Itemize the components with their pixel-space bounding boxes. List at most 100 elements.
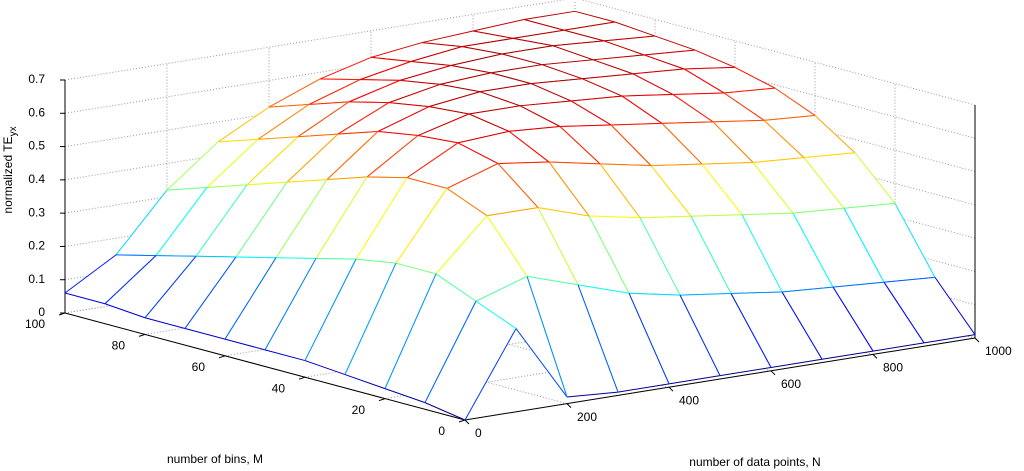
mesh-edge	[308, 79, 361, 105]
mesh-edge	[570, 100, 612, 126]
mesh-edge	[661, 121, 714, 124]
face	[338, 102, 429, 135]
mesh-edge	[257, 136, 299, 140]
mesh-edge	[315, 176, 368, 259]
mesh-edge	[370, 56, 412, 62]
mesh-edge	[643, 49, 696, 56]
mesh-edge	[843, 208, 885, 283]
mesh-edge	[410, 60, 452, 67]
x-tick-label: 0	[475, 426, 482, 440]
mesh-edge	[537, 207, 579, 286]
face	[320, 57, 411, 80]
mesh-edge	[246, 136, 299, 186]
mesh-edge	[730, 293, 772, 368]
mesh-edge	[610, 122, 663, 126]
face	[713, 120, 804, 163]
mesh-edge	[337, 102, 390, 135]
mesh-edge	[275, 257, 317, 259]
tick-mark	[58, 312, 66, 316]
face	[462, 38, 553, 54]
mesh-edge	[246, 181, 288, 186]
mesh-edge	[770, 358, 823, 368]
mesh-edge	[304, 360, 346, 376]
mesh-edge	[275, 179, 328, 259]
mesh-edge	[672, 94, 714, 123]
face	[247, 134, 338, 185]
mesh-edge	[588, 215, 641, 219]
mesh-edge	[184, 327, 226, 340]
face	[305, 259, 396, 375]
tick-mark	[138, 333, 146, 337]
mesh-edge	[566, 391, 619, 398]
mesh-edge	[155, 187, 208, 256]
face	[844, 203, 935, 283]
mesh-edge	[257, 104, 310, 140]
mesh-edge	[206, 184, 248, 188]
face	[702, 162, 793, 215]
face	[651, 164, 742, 217]
face	[764, 115, 855, 158]
mesh-edge	[472, 30, 514, 39]
mesh-edge	[668, 375, 721, 385]
mesh-edge	[599, 163, 652, 167]
face	[436, 215, 527, 302]
mesh-edge	[308, 101, 350, 105]
mesh-edge	[424, 301, 477, 403]
mesh-edge	[883, 281, 925, 344]
mesh-edge	[144, 255, 197, 319]
mesh-edge	[377, 130, 419, 137]
mesh-edge	[439, 83, 481, 93]
face	[207, 136, 298, 188]
face	[422, 31, 513, 47]
mesh-edge	[694, 49, 736, 68]
mesh-edge	[814, 115, 856, 154]
mesh-edge	[654, 35, 696, 51]
mesh-edge	[599, 163, 641, 219]
mesh-edge	[552, 45, 594, 61]
x-tick-label: 800	[883, 361, 903, 375]
mesh-edge	[446, 188, 488, 217]
mesh-edge	[355, 258, 397, 264]
mesh-edge	[741, 212, 794, 216]
mesh-edge	[712, 119, 765, 123]
tick-mark	[566, 403, 572, 408]
mesh-edge	[195, 255, 237, 258]
mesh-edge	[639, 217, 681, 296]
mesh-edge	[435, 215, 488, 275]
mesh-edge	[399, 79, 441, 85]
mesh-edge	[723, 92, 765, 121]
y-tick-label: 80	[112, 339, 126, 353]
face	[804, 152, 895, 209]
face	[578, 284, 669, 393]
mesh-edge	[570, 95, 623, 102]
face	[731, 291, 822, 368]
mesh-edge	[701, 162, 754, 165]
face	[527, 276, 618, 397]
mesh-edge	[734, 66, 776, 89]
face	[560, 124, 651, 166]
face	[633, 68, 724, 95]
y-tick-label: 0	[438, 424, 445, 438]
mesh-edge	[417, 135, 459, 144]
face	[196, 182, 287, 258]
face	[185, 257, 276, 340]
mesh-edge	[464, 328, 517, 421]
mesh-edge	[672, 92, 725, 96]
mesh-edge	[155, 255, 197, 257]
x-axis-label-n: number of data points, N	[689, 455, 820, 469]
mesh-edge	[319, 78, 361, 81]
mesh-edge	[217, 138, 259, 143]
tick-mark	[770, 370, 776, 376]
mesh-edge	[144, 317, 186, 329]
mesh-edge	[843, 202, 896, 209]
mesh-edge	[617, 383, 670, 393]
face	[520, 100, 611, 127]
mesh-edge	[104, 303, 146, 319]
mesh-edge	[457, 142, 499, 165]
mesh-edge	[523, 10, 576, 21]
face	[385, 273, 476, 403]
mesh-edge	[315, 257, 357, 260]
face	[724, 88, 815, 121]
mesh-edge	[679, 294, 721, 376]
